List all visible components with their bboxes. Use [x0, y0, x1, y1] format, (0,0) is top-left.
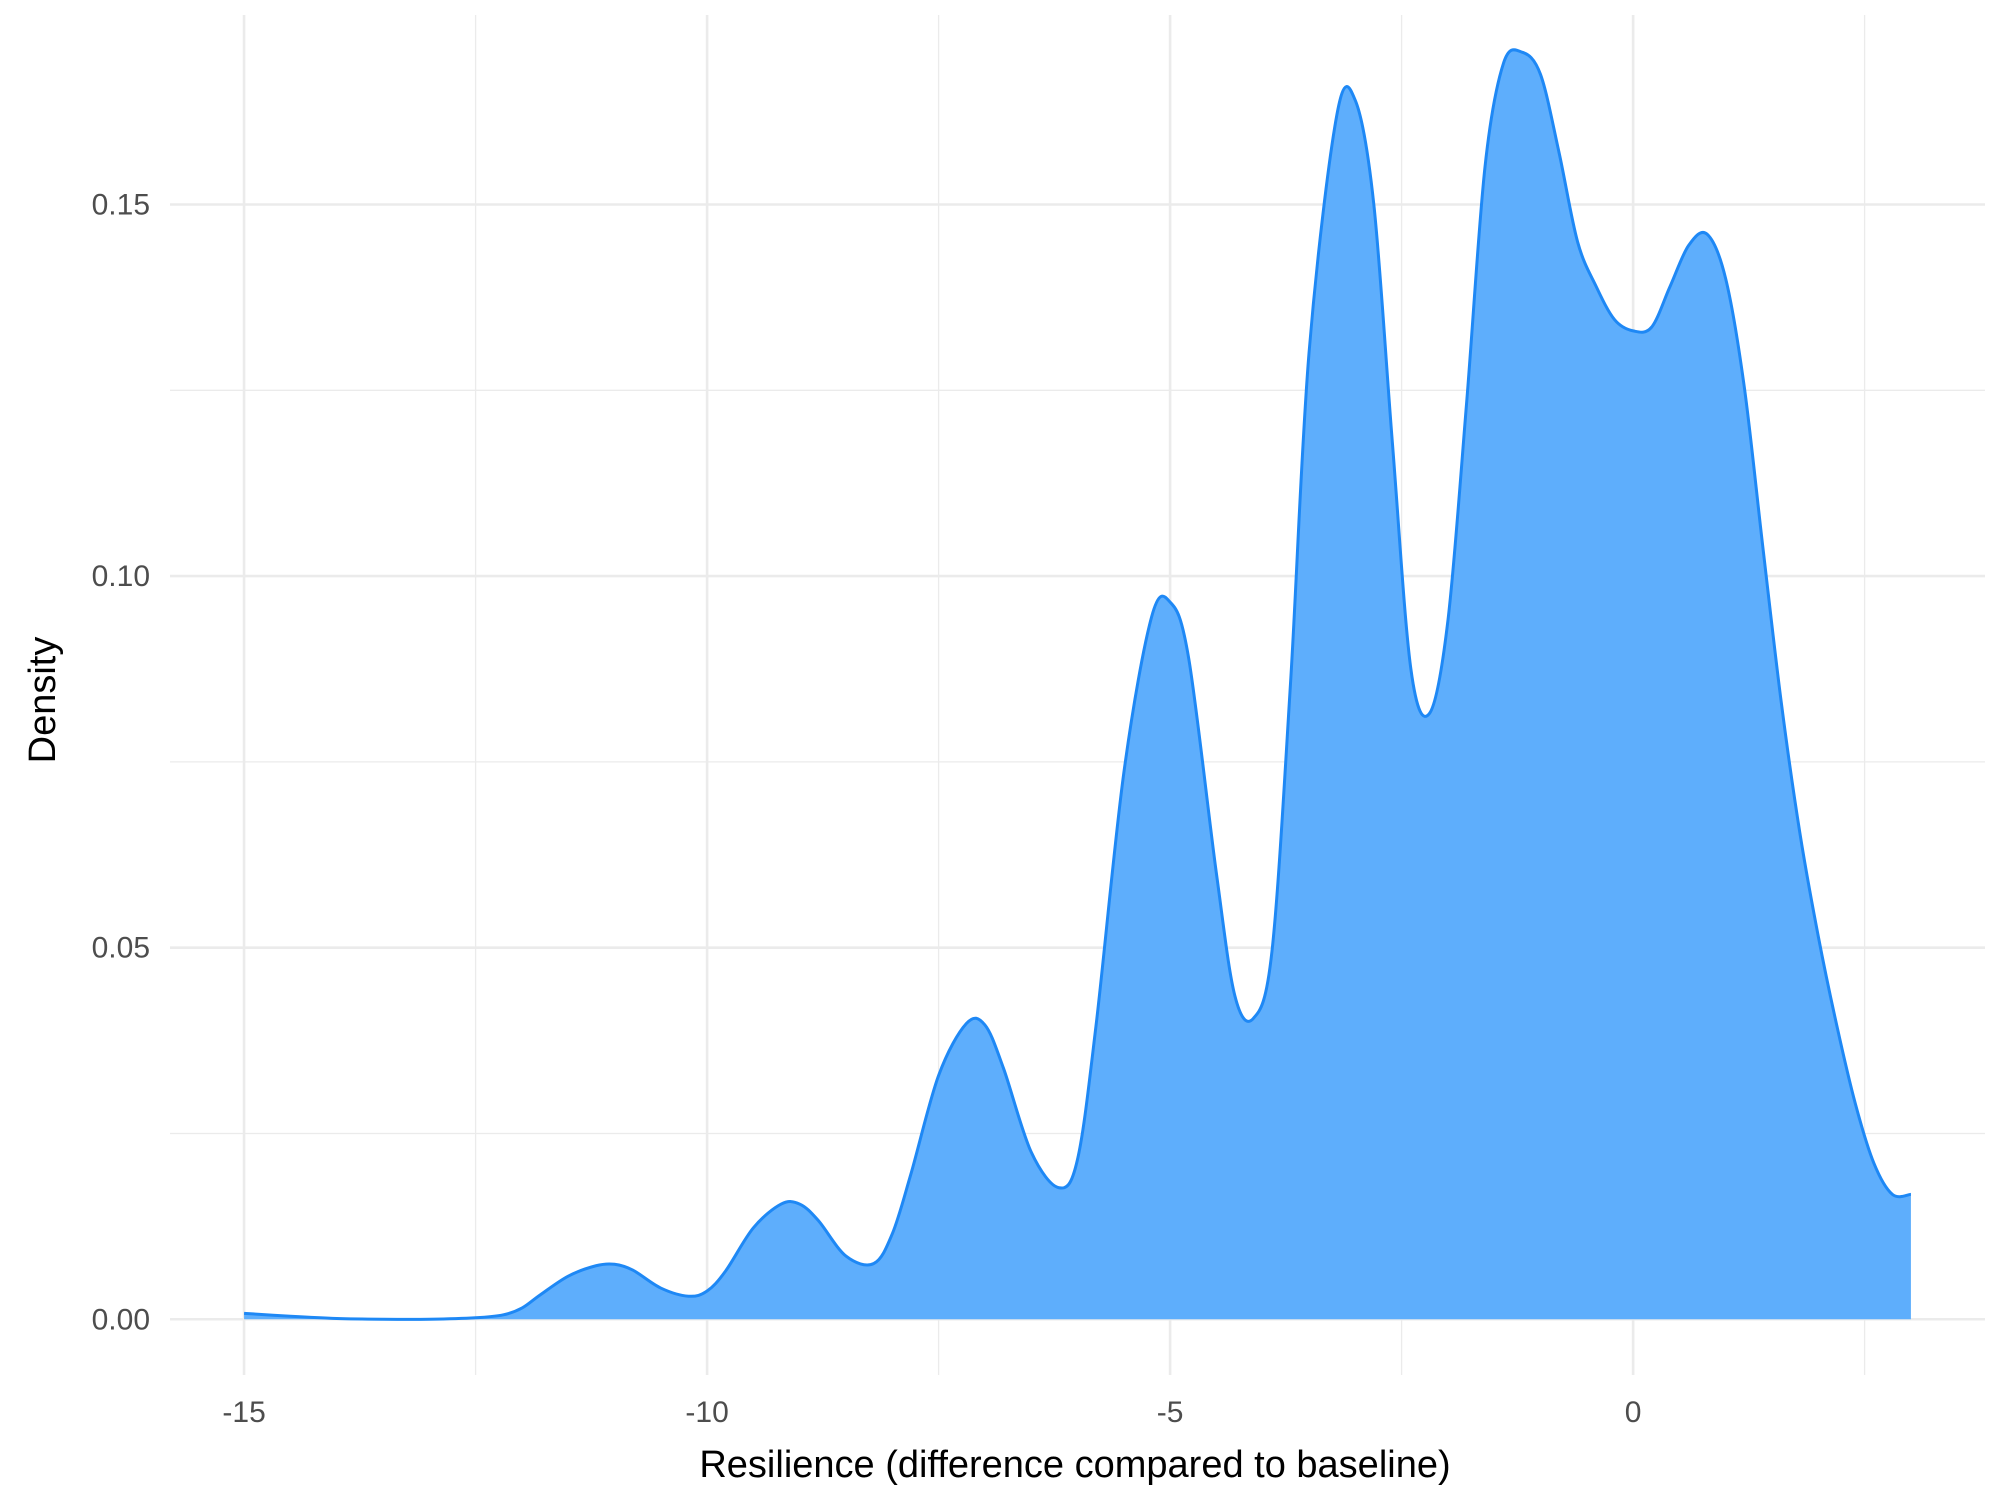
density-line	[243, 48, 1912, 1321]
y-axis-title: Density	[22, 637, 64, 764]
minor-gridlines	[170, 15, 1985, 1375]
x-tick-label: 0	[1625, 1396, 1642, 1429]
density-area	[244, 49, 1911, 1320]
x-tick-label: -5	[1157, 1396, 1184, 1429]
y-tick-label: 0.15	[92, 189, 150, 222]
x-tick-label: -15	[222, 1396, 265, 1429]
y-tick-label: 0.10	[92, 560, 150, 593]
y-tick-label: 0.05	[92, 932, 150, 965]
y-axis-tick-labels: 0.00 0.05 0.10 0.15	[92, 189, 150, 1337]
x-axis-title: Resilience (difference compared to basel…	[699, 1444, 1450, 1486]
y-tick-label: 0.00	[92, 1303, 150, 1336]
x-tick-label: -10	[685, 1396, 728, 1429]
x-axis-tick-labels: -15 -10 -5 0	[222, 1396, 1641, 1429]
